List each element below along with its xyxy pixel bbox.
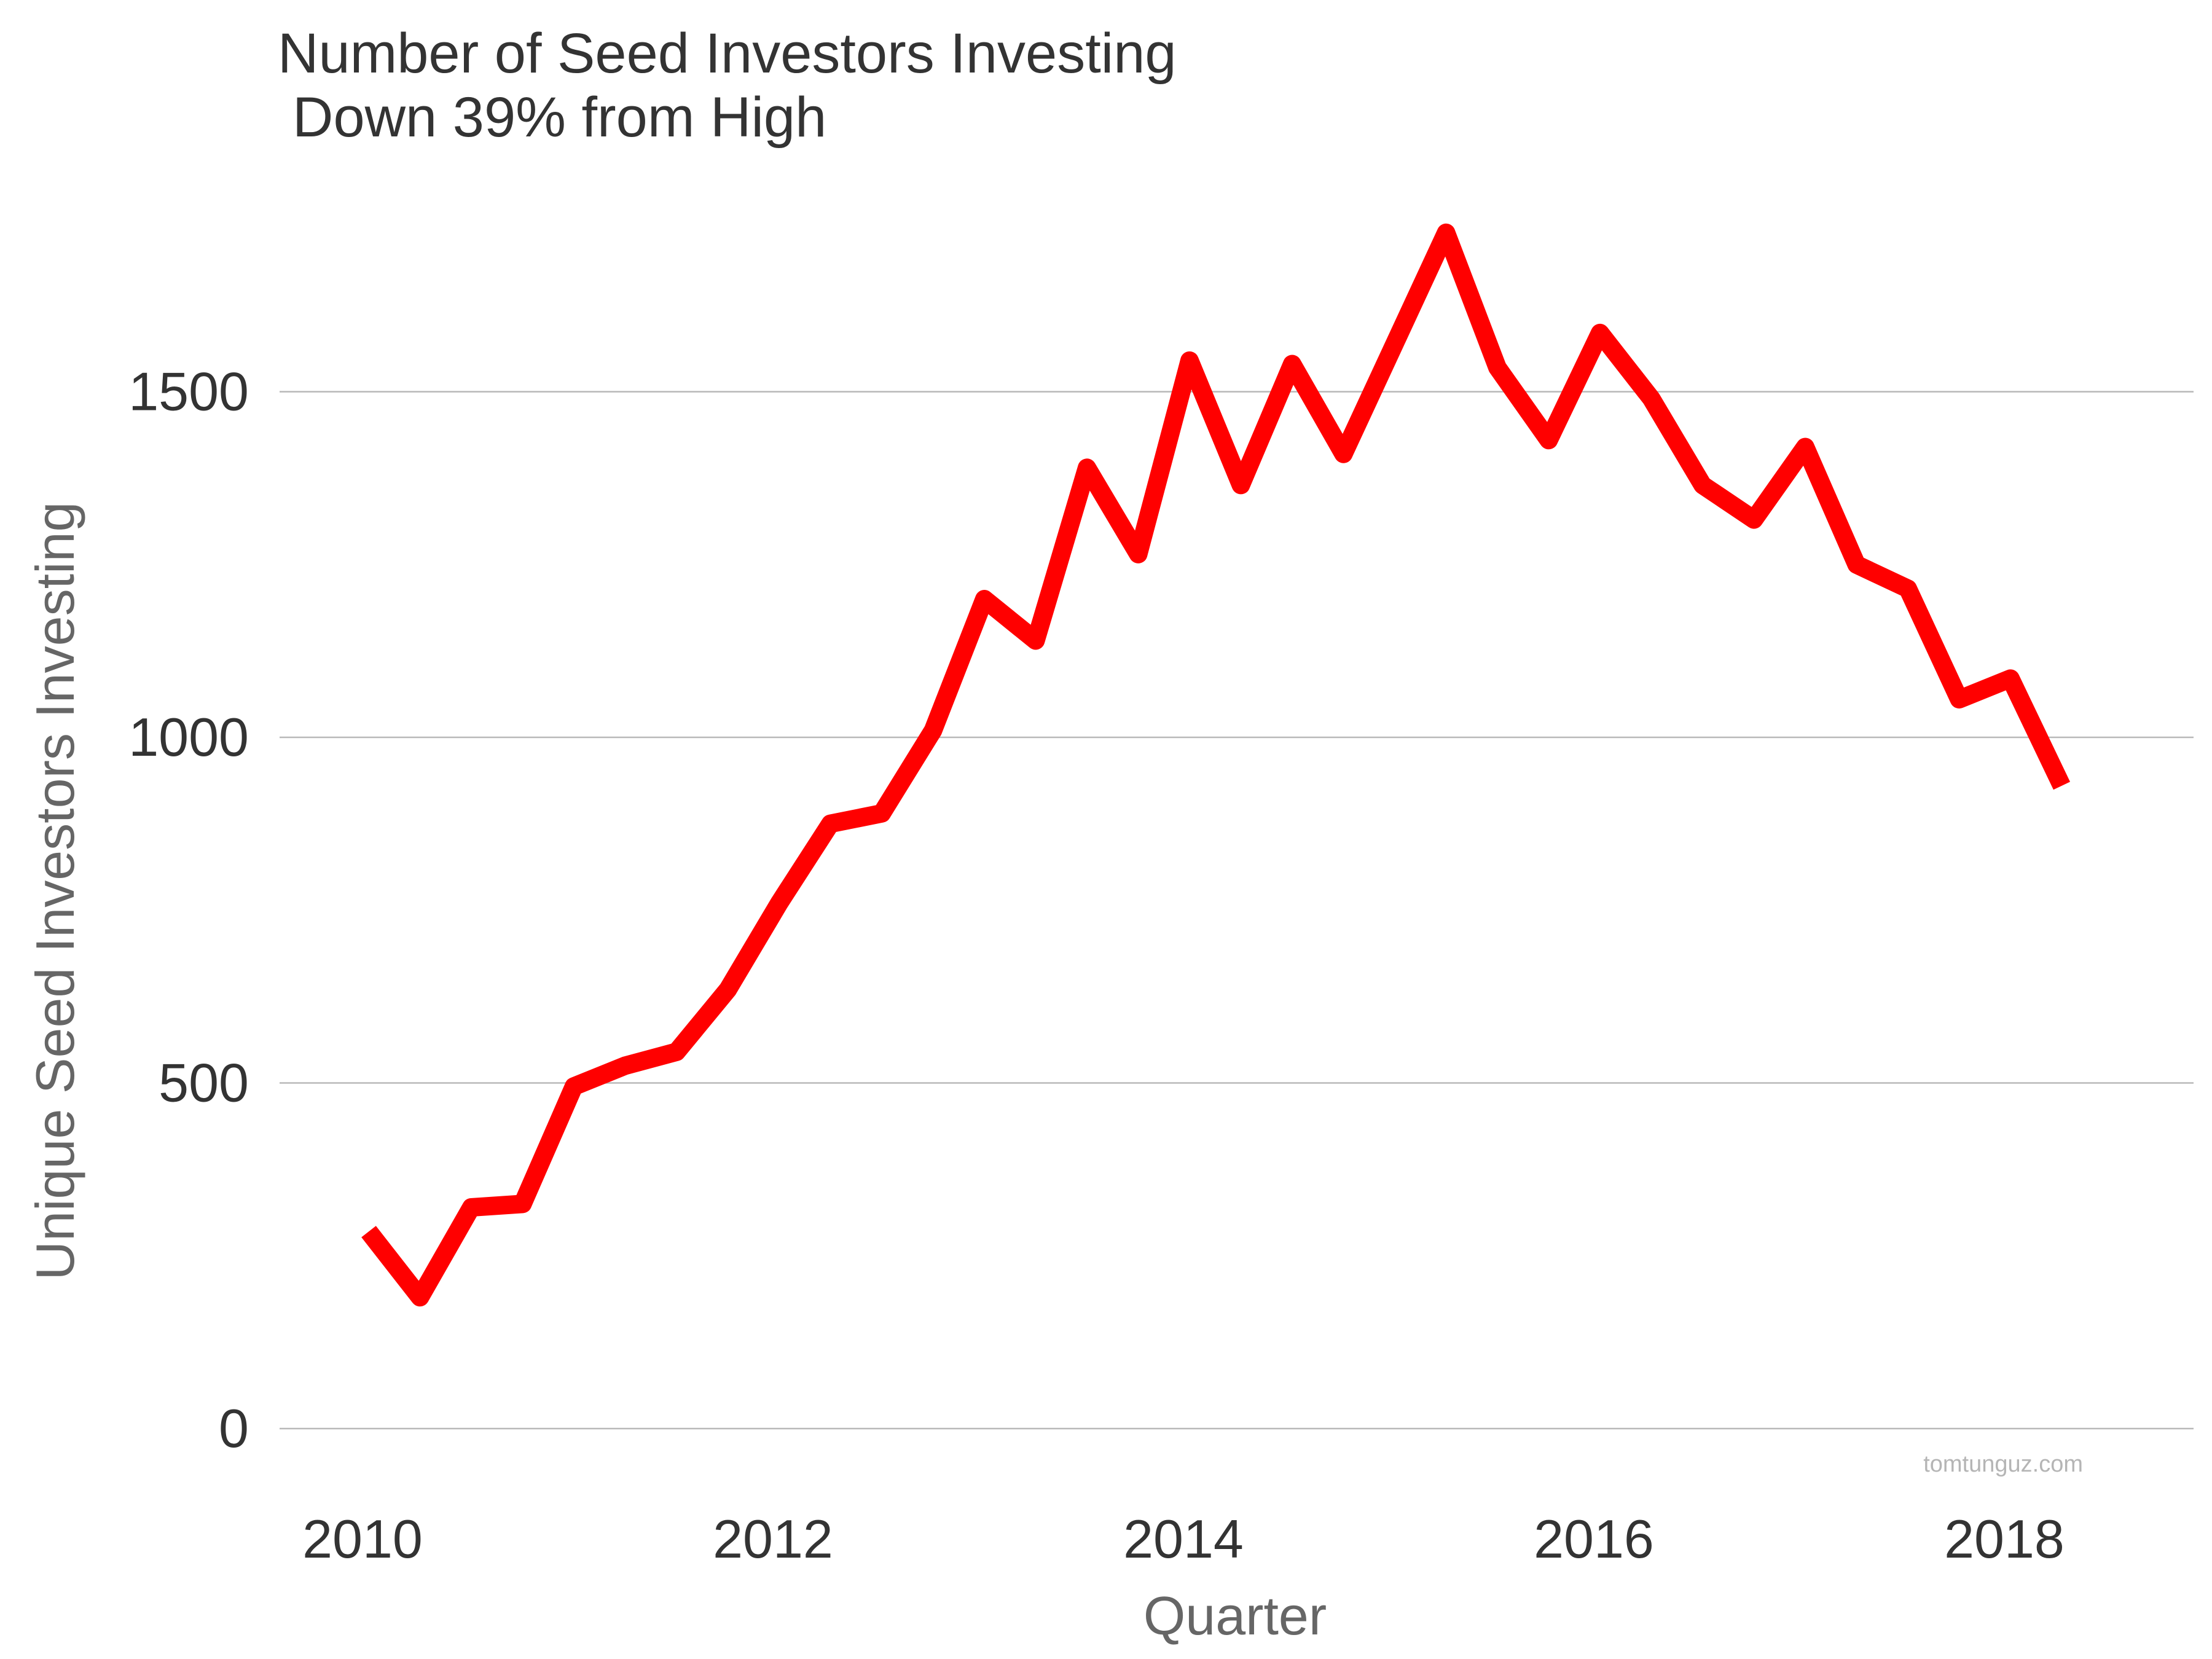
chart-title: Number of Seed Investors Investing <box>278 22 1177 85</box>
x-tick-label-2012: 2012 <box>713 1508 833 1569</box>
y-tick-label-1000: 1000 <box>128 707 249 767</box>
x-tick-label-2014: 2014 <box>1123 1508 1244 1569</box>
credit-watermark: tomtunguz.com <box>1923 1451 2083 1477</box>
y-axis-ticks: 0 500 1000 1500 <box>128 361 249 1459</box>
series-line-0 <box>361 223 2071 1307</box>
x-tick-label-2018: 2018 <box>1944 1508 2065 1569</box>
series-layer <box>361 223 2071 1307</box>
x-tick-label-2010: 2010 <box>302 1508 423 1569</box>
x-axis-ticks: 2010 2012 2014 2016 2018 <box>302 1508 2065 1569</box>
x-tick-label-2016: 2016 <box>1534 1508 1654 1569</box>
gridlines <box>280 391 2194 1430</box>
y-tick-label-0: 0 <box>219 1398 249 1459</box>
x-axis-label: Quarter <box>1143 1585 1327 1646</box>
y-axis-label: Unique Seed Investors Investing <box>25 502 85 1281</box>
y-tick-label-1500: 1500 <box>128 361 249 422</box>
y-tick-label-500: 500 <box>159 1053 249 1113</box>
chart-subtitle: Down 39% from High <box>292 86 826 149</box>
